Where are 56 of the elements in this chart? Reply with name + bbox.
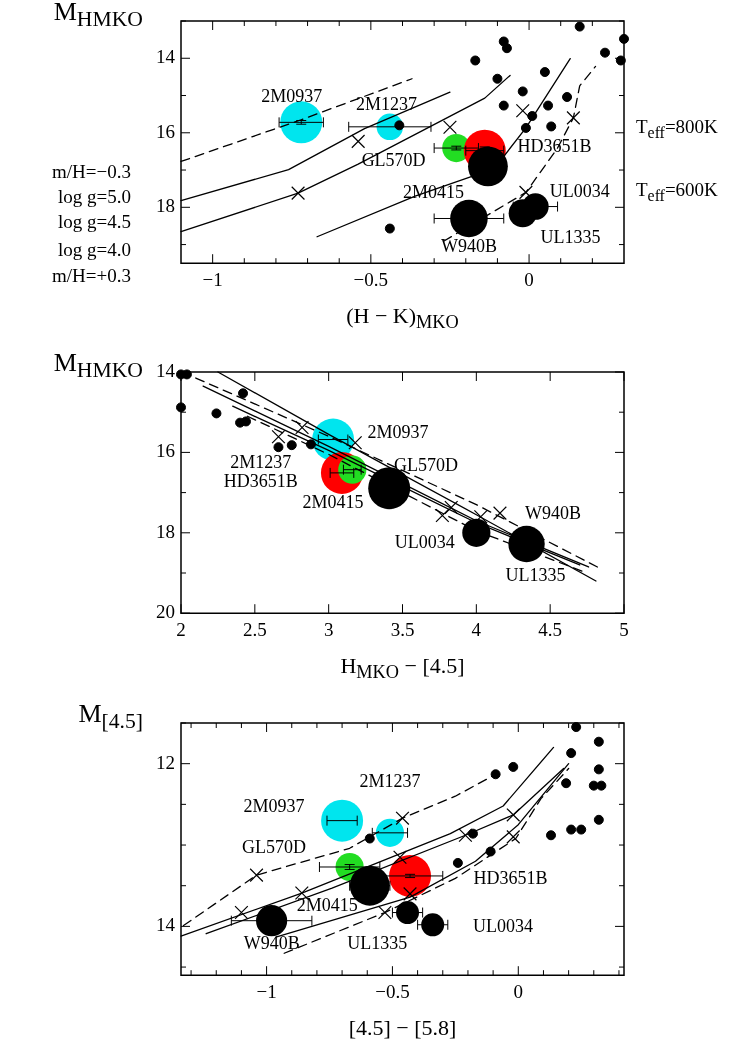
annotation: 2M0937 xyxy=(243,795,305,816)
x-tick-label: 5 xyxy=(619,618,629,640)
annotation: 2M0937 xyxy=(261,85,323,106)
text: m/H=+0.3 xyxy=(52,264,131,286)
annotation: UL0034 xyxy=(549,180,610,201)
annotation: UL1335 xyxy=(540,226,601,247)
text: m/H=−0.3 xyxy=(52,160,131,182)
y-tick-label: 16 xyxy=(156,440,175,462)
annotation: HD3651B xyxy=(517,135,592,156)
annotation: GL570D xyxy=(361,150,426,171)
x-tick-label: −0.5 xyxy=(375,980,410,1002)
annotation: W940B xyxy=(525,503,582,524)
x-tick-label: 4.5 xyxy=(538,618,563,640)
x-tick-label: 0 xyxy=(524,268,534,290)
annotation: 2M1237 xyxy=(356,94,418,115)
x-tick-label: 0 xyxy=(513,980,524,1002)
x-tick-label: 3.5 xyxy=(390,618,415,640)
x-tick-label: 4 xyxy=(471,618,482,640)
annotation: UL1335 xyxy=(347,933,408,954)
y-axis-title: M$_{[4.5]}$ xyxy=(78,699,143,734)
y-tick-label: 14 xyxy=(156,359,176,381)
x-tick-label: −1 xyxy=(256,980,277,1002)
x-axis-title: [4.5] − [5.8] xyxy=(348,1015,457,1041)
x-tick-label: 3 xyxy=(323,618,334,640)
text: T$_{eff}$=800K xyxy=(636,116,718,141)
annotation: 2M1237 xyxy=(230,451,292,472)
annotation: GL570D xyxy=(242,836,307,857)
text: log g=4.5 xyxy=(58,210,131,232)
x-tick-label: 2 xyxy=(176,618,186,640)
y-tick-label: 16 xyxy=(156,120,175,142)
annotation: W940B xyxy=(440,236,497,256)
annotation: 2M0415 xyxy=(302,491,364,512)
annotation: HD3651B xyxy=(473,867,548,888)
annotation: HD3651B xyxy=(223,471,298,492)
x-tick-label: 2.5 xyxy=(242,618,267,640)
x-tick-label: −0.5 xyxy=(353,268,389,290)
text: log g=5.0 xyxy=(58,185,131,207)
y-tick-label: 18 xyxy=(156,520,175,542)
annotation: UL0034 xyxy=(394,531,455,552)
text: log g=4.0 xyxy=(58,238,131,260)
x-tick-label: −1 xyxy=(202,268,223,290)
y-tick-label: 14 xyxy=(156,914,176,936)
annotation: UL0034 xyxy=(473,916,534,937)
annotation: W940B xyxy=(243,933,300,954)
text: T$_{eff}$=600K xyxy=(636,179,718,205)
y-tick-label: 12 xyxy=(156,751,175,773)
y-tick-label: 18 xyxy=(156,195,175,217)
annotation: 2M1237 xyxy=(359,770,421,791)
y-tick-label: 20 xyxy=(156,601,175,623)
annotation: UL1335 xyxy=(505,564,566,585)
y-tick-label: 14 xyxy=(156,46,176,68)
annotation: 2M0415 xyxy=(296,894,358,915)
x-axis-title: H$_{MKO}$ − [4.5] xyxy=(340,653,465,683)
annotation: GL570D xyxy=(393,455,458,476)
annotation: 2M0937 xyxy=(367,422,429,443)
x-axis-title: (H − K)$_{MKO}$ xyxy=(346,303,459,333)
